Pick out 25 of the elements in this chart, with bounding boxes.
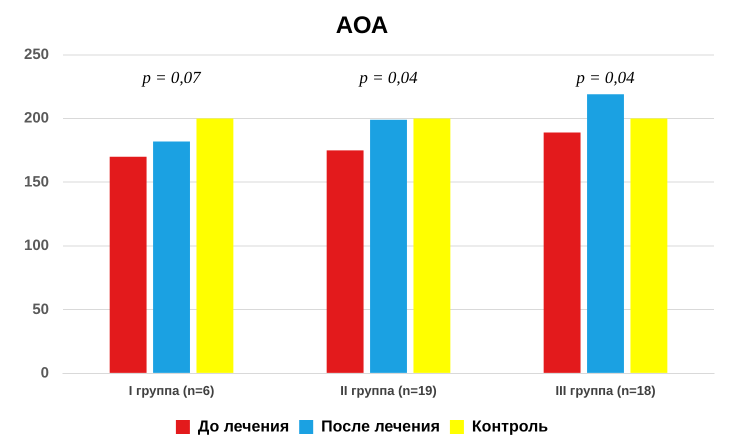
- legend-label: До лечения: [198, 418, 290, 436]
- bar: [370, 120, 407, 373]
- bar: [110, 156, 147, 373]
- annotation: p = 0,04: [575, 68, 636, 88]
- x-tick-label: I группа (n=6): [128, 382, 214, 398]
- y-tick-label: 250: [24, 46, 50, 63]
- x-tick-label: II группа (n=19): [340, 382, 437, 398]
- annotation: p = 0,04: [358, 68, 418, 88]
- bar: [413, 118, 450, 373]
- bar: [544, 132, 581, 373]
- legend-label: После лечения: [321, 418, 440, 436]
- bar: [196, 118, 234, 373]
- y-tick-label: 200: [24, 110, 50, 127]
- legend-label: Контроль: [472, 418, 548, 436]
- bar: [630, 118, 668, 373]
- annotation: p = 0,07: [141, 68, 202, 88]
- x-tick-label: III группа (n=18): [555, 382, 656, 398]
- y-tick-label: 0: [40, 364, 50, 382]
- y-tick-label: 50: [32, 300, 50, 318]
- bar: [587, 94, 624, 373]
- chart-title: АОА: [336, 12, 388, 40]
- bar: [326, 150, 364, 373]
- bar: [153, 141, 190, 373]
- y-tick-label: 150: [24, 173, 50, 190]
- y-tick-label: 100: [24, 237, 50, 254]
